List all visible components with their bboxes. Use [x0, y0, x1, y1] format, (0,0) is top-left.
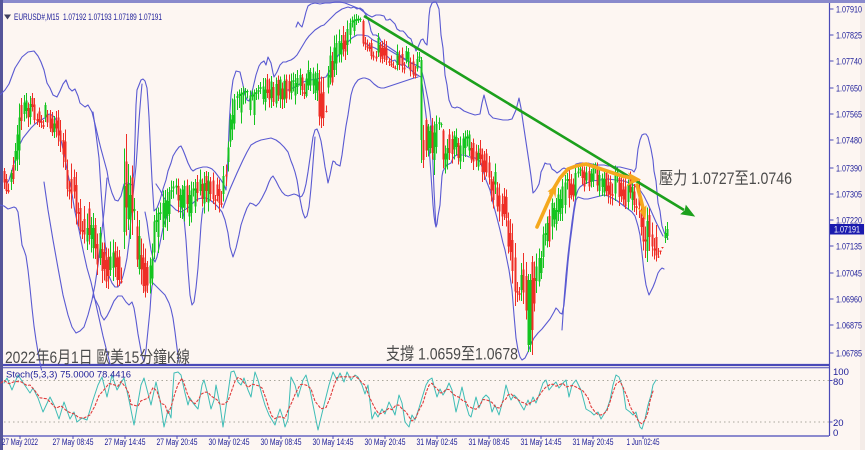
- svg-text:31 May 14:45: 31 May 14:45: [521, 437, 562, 447]
- svg-text:支撐 1.0659至1.0678: 支撐 1.0659至1.0678: [386, 345, 518, 364]
- svg-text:1.07565: 1.07565: [836, 110, 862, 121]
- svg-text:27 May 14:45: 27 May 14:45: [105, 437, 146, 447]
- svg-text:1.07390: 1.07390: [836, 164, 862, 175]
- svg-text:31 May 08:45: 31 May 08:45: [469, 437, 510, 447]
- svg-text:30 May 08:45: 30 May 08:45: [261, 437, 302, 447]
- svg-text:31 May 20:45: 31 May 20:45: [573, 437, 614, 447]
- svg-text:1.07045: 1.07045: [836, 269, 862, 280]
- svg-text:1.06875: 1.06875: [836, 321, 862, 332]
- svg-text:1.07135: 1.07135: [836, 242, 862, 253]
- svg-text:0: 0: [833, 428, 838, 439]
- svg-text:1.07910: 1.07910: [836, 5, 862, 16]
- svg-text:EURUSD#,M15 1.07192 1.07193 1: EURUSD#,M15 1.07192 1.07193 1.07189 1.07…: [14, 12, 162, 23]
- svg-text:壓力 1.0727至1.0746: 壓力 1.0727至1.0746: [659, 169, 792, 188]
- svg-text:1.06960: 1.06960: [836, 295, 862, 306]
- svg-text:1.07305: 1.07305: [836, 190, 862, 201]
- svg-text:1.06785: 1.06785: [836, 349, 862, 360]
- svg-text:27 May 20:45: 27 May 20:45: [157, 437, 198, 447]
- svg-text:100: 100: [833, 367, 849, 378]
- svg-text:1 Jun 02:45: 1 Jun 02:45: [627, 437, 660, 447]
- svg-text:20: 20: [833, 418, 844, 429]
- svg-text:31 May 02:45: 31 May 02:45: [417, 437, 458, 447]
- svg-text:1.07740: 1.07740: [836, 57, 862, 68]
- svg-text:30 May 20:45: 30 May 20:45: [365, 437, 406, 447]
- svg-text:27 May 08:45: 27 May 08:45: [53, 437, 94, 447]
- svg-text:27 May 2022: 27 May 2022: [2, 437, 38, 447]
- svg-text:2022年6月1日 歐美15分鐘K線: 2022年6月1日 歐美15分鐘K線: [5, 348, 190, 367]
- svg-text:1.07825: 1.07825: [836, 31, 862, 42]
- svg-text:80: 80: [833, 377, 844, 388]
- svg-text:1.07480: 1.07480: [836, 136, 862, 147]
- svg-text:1.07191: 1.07191: [834, 225, 860, 236]
- svg-text:1.07650: 1.07650: [836, 84, 862, 95]
- svg-text:30 May 02:45: 30 May 02:45: [209, 437, 250, 447]
- svg-text:30 May 14:45: 30 May 14:45: [313, 437, 354, 447]
- svg-text:Stoch(5,3,3) 75.0000 78.4416: Stoch(5,3,3) 75.0000 78.4416: [6, 370, 131, 381]
- svg-text:1.07220: 1.07220: [836, 216, 862, 227]
